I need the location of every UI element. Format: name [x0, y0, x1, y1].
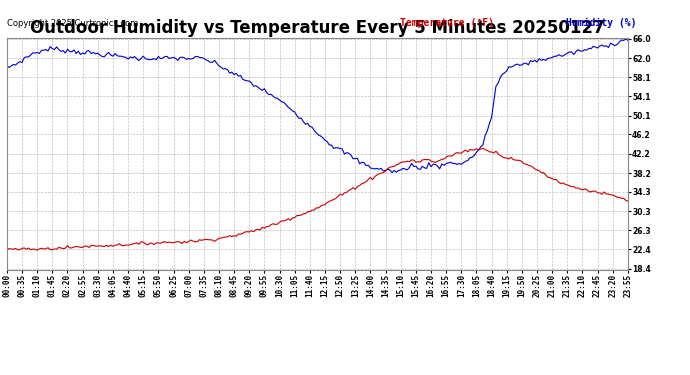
Text: Copyright 2025 Curtronics.com: Copyright 2025 Curtronics.com: [7, 19, 138, 28]
Text: Humidity (%): Humidity (%): [566, 18, 636, 28]
Text: Temperature (°F): Temperature (°F): [400, 18, 494, 28]
Title: Outdoor Humidity vs Temperature Every 5 Minutes 20250127: Outdoor Humidity vs Temperature Every 5 …: [30, 20, 604, 38]
